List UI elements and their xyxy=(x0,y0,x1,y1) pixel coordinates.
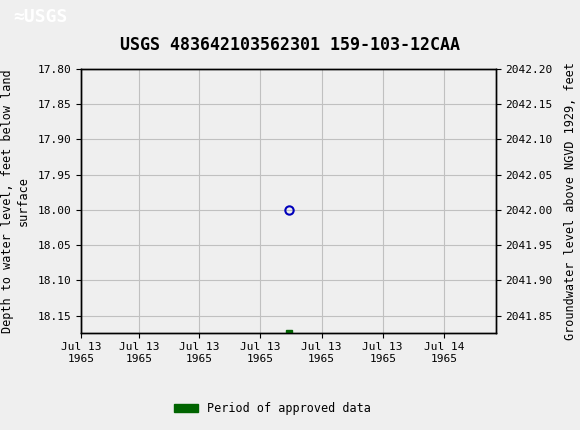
Text: ≈USGS: ≈USGS xyxy=(13,8,67,26)
Legend: Period of approved data: Period of approved data xyxy=(169,397,376,420)
Y-axis label: Groundwater level above NGVD 1929, feet: Groundwater level above NGVD 1929, feet xyxy=(564,62,577,340)
Y-axis label: Depth to water level, feet below land
surface: Depth to water level, feet below land su… xyxy=(1,69,30,333)
Text: USGS 483642103562301 159-103-12CAA: USGS 483642103562301 159-103-12CAA xyxy=(120,36,460,54)
